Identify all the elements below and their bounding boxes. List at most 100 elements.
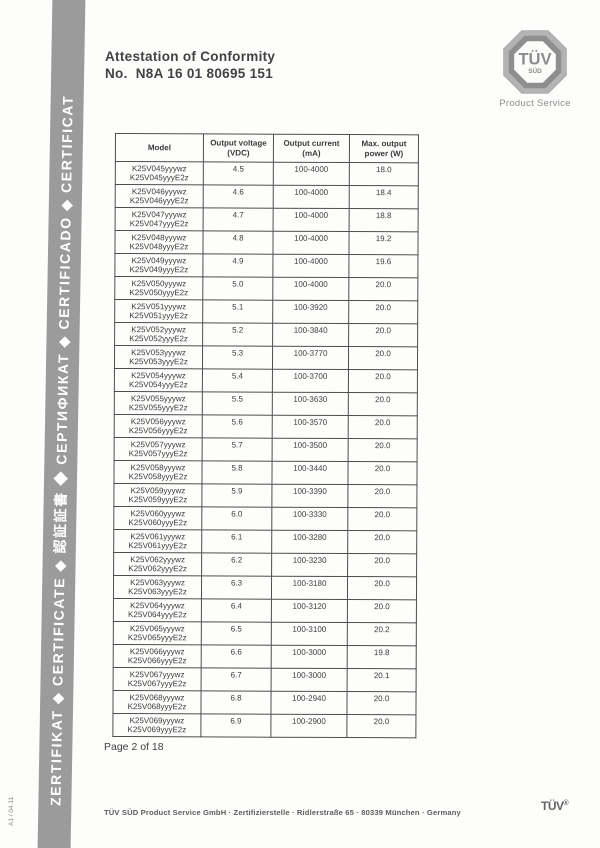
voltage-cell: 4.8 — [202, 230, 274, 255]
voltage-cell: 6.1 — [201, 529, 272, 554]
current-cell: 100-3230 — [271, 553, 348, 577]
voltage-cell: 5.8 — [201, 460, 273, 485]
current-cell: 100-4000 — [272, 254, 349, 278]
table-row: K25V049yyywz K25V049yyyE2z 4.9 100-4000 19.6 — [114, 253, 418, 278]
power-cell: 20.0 — [348, 346, 418, 370]
table-row: K25V051yyywz K25V051yyyE2z 5.1 100-3920 20.0 — [114, 299, 418, 324]
voltage-cell: 5.3 — [202, 345, 273, 370]
current-cell: 100-2900 — [270, 714, 347, 738]
current-cell: 100-3770 — [272, 346, 349, 370]
table-row: K25V055yyywz K25V055yyyE2z 5.5 100-3630 20.0 — [114, 391, 418, 416]
table-row: K25V066yyywz K25V066yyyE2z 6.6 100-3000 19.8 — [113, 644, 417, 669]
current-cell: 100-3630 — [272, 392, 349, 416]
current-cell: 100-3120 — [271, 599, 348, 623]
header-model: Model — [115, 133, 204, 162]
power-cell: 20.0 — [347, 461, 418, 485]
power-cell: 20.0 — [348, 323, 418, 347]
model-cell: K25V062yyywz K25V062yyyE2z — [113, 552, 202, 576]
table-row: K25V060yyywz K25V060yyyE2z 6.0 100-3330 20.0 — [113, 506, 417, 531]
certificate-band: ZERTIFIKAT ◆ CERTIFICATE ◆ 認証証書 ◆ СЕРТИФ… — [37, 0, 86, 848]
current-cell: 100-3390 — [271, 484, 348, 508]
table-row: K25V063yyywz K25V063yyyE2z 6.3 100-3180 20.0 — [113, 575, 417, 600]
certificate-band-text: ZERTIFIKAT ◆ CERTIFICATE ◆ 認証証書 ◆ СЕРТИФ… — [47, 94, 76, 807]
current-cell: 100-3280 — [271, 530, 348, 554]
voltage-cell: 5.2 — [202, 322, 273, 347]
voltage-cell: 6.8 — [200, 690, 272, 715]
current-cell: 100-3180 — [271, 576, 348, 600]
power-cell: 20.0 — [346, 691, 417, 715]
logo-caption: Product Service — [499, 98, 571, 109]
voltage-cell: 6.2 — [201, 552, 272, 577]
voltage-cell: 5.6 — [202, 414, 273, 439]
current-cell: 100-3920 — [272, 300, 349, 324]
model-cell: K25V067yyywz K25V067yyyE2z — [113, 667, 202, 691]
voltage-cell: 6.6 — [201, 644, 272, 669]
current-cell: 100-3330 — [271, 507, 348, 531]
voltage-cell: 6.9 — [200, 713, 271, 738]
model-cell: K25V055yyywz K25V055yyyE2z — [114, 391, 203, 415]
model-cell: K25V054yyywz K25V054yyyE2z — [114, 368, 203, 392]
power-cell: 18.8 — [349, 208, 419, 232]
current-cell: 100-4000 — [272, 277, 349, 301]
document-title-line1: Attestation of Conformity — [105, 49, 276, 64]
table-row: K25V050yyywz K25V050yyyE2z 5.0 100-4000 20.0 — [114, 276, 418, 301]
table-row: K25V067yyywz K25V067yyyE2z 6.7 100-3000 20.1 — [113, 667, 417, 692]
table-row: K25V058yyywz K25V058yyyE2z 5.8 100-3440 20.0 — [113, 460, 418, 485]
power-cell: 18.4 — [349, 185, 419, 209]
current-cell: 100-3000 — [271, 668, 348, 692]
form-revision-note: A1 / 04.11 — [8, 796, 15, 826]
model-cell: K25V050yyywz K25V050yyyE2z — [114, 276, 203, 300]
table-row: K25V048yyywz K25V048yyyE2z 4.8 100-4000 19.2 — [114, 230, 419, 255]
current-cell: 100-3700 — [272, 369, 349, 393]
model-cell: K25V060yyywz K25V060yyyE2z — [113, 506, 202, 530]
table-row: K25V056yyywz K25V056yyyE2z 5.6 100-3570 20.0 — [114, 414, 418, 439]
model-cell: K25V056yyywz K25V056yyyE2z — [114, 414, 203, 438]
voltage-cell: 4.5 — [203, 161, 274, 186]
voltage-cell: 6.3 — [201, 575, 272, 600]
table-row: K25V068yyywz K25V068yyyE2z 6.8 100-2940 20.0 — [112, 690, 417, 715]
voltage-cell: 5.5 — [202, 391, 273, 416]
power-cell: 20.0 — [347, 530, 417, 554]
table-row: K25V057yyywz K25V057yyyE2z 5.7 100-3500 20.0 — [114, 437, 418, 462]
header-max-output-power: Max. output power (W) — [349, 134, 419, 163]
model-cell: K25V066yyywz K25V066yyyE2z — [113, 644, 202, 668]
model-cell: K25V048yyywz K25V048yyyE2z — [114, 230, 204, 254]
model-spec-table: Model Output voltage (VDC) Output curren… — [112, 133, 419, 739]
voltage-cell: 5.7 — [202, 437, 273, 462]
table-row: K25V061yyywz K25V061yyyE2z 6.1 100-3280 20.0 — [113, 529, 417, 554]
power-cell: 20.0 — [348, 369, 418, 393]
power-cell: 20.0 — [348, 415, 418, 439]
voltage-cell: 5.9 — [201, 483, 272, 508]
table-row: K25V047yyywz K25V047yyyE2z 4.7 100-4000 18.8 — [115, 207, 419, 232]
table-row: K25V052yyywz K25V052yyyE2z 5.2 100-3840 20.0 — [114, 322, 418, 347]
current-cell: 100-4000 — [273, 162, 350, 186]
current-cell: 100-3100 — [271, 622, 348, 646]
power-cell: 20.2 — [347, 622, 417, 646]
table-row: K25V045yyywz K25V045yyyE2z 4.5 100-4000 18.0 — [115, 161, 419, 186]
power-cell: 20.0 — [348, 300, 418, 324]
current-cell: 100-3570 — [272, 415, 349, 439]
power-cell: 20.1 — [347, 668, 417, 692]
voltage-cell: 6.5 — [201, 621, 272, 646]
power-cell: 20.0 — [347, 576, 417, 600]
tuv-wordmark: TÜV® — [541, 799, 569, 813]
current-cell: 100-3440 — [271, 461, 349, 485]
power-cell: 19.8 — [347, 645, 417, 669]
voltage-cell: 4.9 — [202, 253, 273, 278]
certificate-number: No. N8A 16 01 80695 151 — [105, 66, 274, 81]
power-cell: 18.0 — [349, 162, 419, 186]
model-cell: K25V049yyywz K25V049yyyE2z — [114, 253, 203, 277]
table-row: K25V065yyywz K25V065yyyE2z 6.5 100-3100 20.2 — [113, 621, 417, 646]
table-row: K25V062yyywz K25V062yyyE2z 6.2 100-3230 20.0 — [113, 552, 417, 577]
model-cell: K25V058yyywz K25V058yyyE2z — [113, 460, 203, 484]
voltage-cell: 6.7 — [201, 667, 272, 692]
table-header-row: Model Output voltage (VDC) Output curren… — [115, 133, 419, 163]
table-row: K25V053yyywz K25V053yyyE2z 5.3 100-3770 20.0 — [114, 345, 418, 370]
table-row: K25V064yyywz K25V064yyyE2z 6.4 100-3120 20.0 — [113, 598, 417, 623]
power-cell: 20.0 — [348, 438, 418, 462]
power-cell: 19.2 — [348, 231, 419, 255]
page-number: Page 2 of 18 — [104, 741, 164, 753]
power-cell: 20.0 — [347, 599, 417, 623]
tuv-logo-text-bottom: SÜD — [528, 66, 542, 75]
voltage-cell: 5.4 — [202, 368, 273, 393]
